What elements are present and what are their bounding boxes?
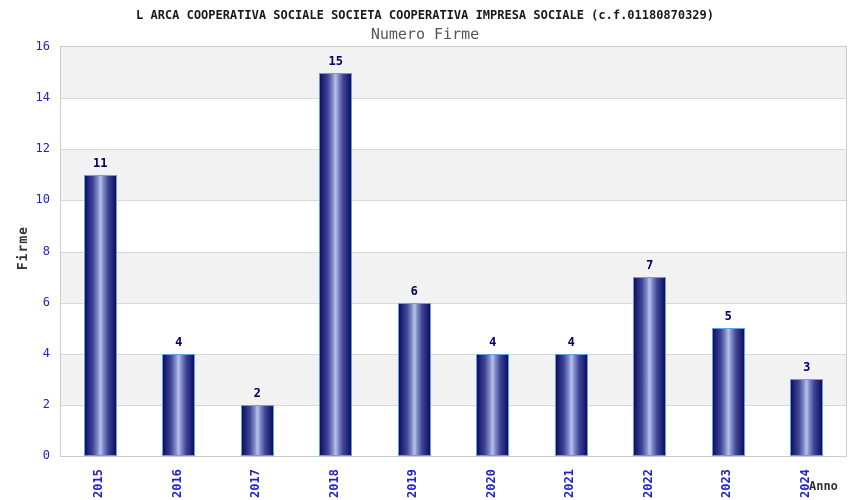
plot-band	[61, 200, 846, 252]
bar-2020	[476, 353, 510, 456]
x-tick-label: 2021	[562, 469, 577, 498]
y-tick-label: 4	[42, 345, 50, 360]
bar-2015	[83, 174, 117, 456]
bar-value-label: 7	[646, 258, 654, 273]
y-tick-label: 2	[42, 396, 50, 411]
x-tick-label: 2020	[483, 469, 498, 498]
gridline	[61, 302, 846, 304]
x-axis-title: Anno	[809, 479, 838, 493]
x-tick-label: 2018	[326, 469, 341, 498]
gridline	[61, 251, 846, 253]
gridline	[61, 200, 846, 202]
bar-2016	[162, 353, 196, 456]
bar-2019	[397, 302, 431, 456]
bar-2018	[319, 72, 353, 456]
plot-band	[61, 98, 846, 150]
chart-title: L ARCA COOPERATIVA SOCIALE SOCIETA COOPE…	[136, 8, 714, 22]
gridline	[61, 98, 846, 100]
gridline	[61, 353, 846, 355]
y-tick-label: 16	[35, 39, 50, 53]
gridline	[61, 404, 846, 406]
bar-value-label: 11	[93, 155, 108, 170]
bar-value-label: 6	[410, 283, 418, 298]
bar-2023	[711, 328, 745, 456]
bar-value-label: 2	[253, 385, 261, 400]
chart-subtitle: Numero Firme	[370, 25, 480, 43]
bar-2017	[240, 404, 274, 456]
bar-value-label: 5	[724, 309, 732, 324]
bar-value-label: 3	[803, 360, 811, 375]
bar-value-label: 15	[328, 53, 343, 68]
x-tick-label: 2015	[91, 469, 106, 498]
x-tick-label: 2016	[169, 469, 184, 498]
bar-2021	[554, 353, 588, 456]
y-tick-label: 14	[35, 90, 50, 105]
y-tick-label: 0	[42, 448, 50, 462]
plot-band	[61, 149, 846, 201]
x-tick-label: 2023	[719, 469, 734, 498]
plot-band	[61, 251, 846, 303]
y-tick-label: 6	[42, 294, 50, 309]
bar-2024	[790, 379, 824, 456]
x-tick-label: 2024	[797, 469, 812, 498]
bar-value-label: 4	[175, 334, 183, 349]
y-tick-label: 10	[35, 192, 50, 207]
gridline	[61, 149, 846, 151]
x-tick-label: 2017	[248, 469, 263, 498]
x-tick-label: 2022	[640, 469, 655, 498]
y-tick-label: 8	[42, 243, 50, 258]
bar-2022	[633, 277, 667, 456]
bar-value-label: 4	[567, 334, 575, 349]
bar-value-label: 4	[489, 334, 497, 349]
x-tick-label: 2019	[405, 469, 420, 498]
y-tick-label: 12	[35, 141, 50, 156]
plot-band	[61, 47, 846, 99]
plot-area: 11 4 2 15 6 4 4 7 5 3	[60, 46, 847, 457]
